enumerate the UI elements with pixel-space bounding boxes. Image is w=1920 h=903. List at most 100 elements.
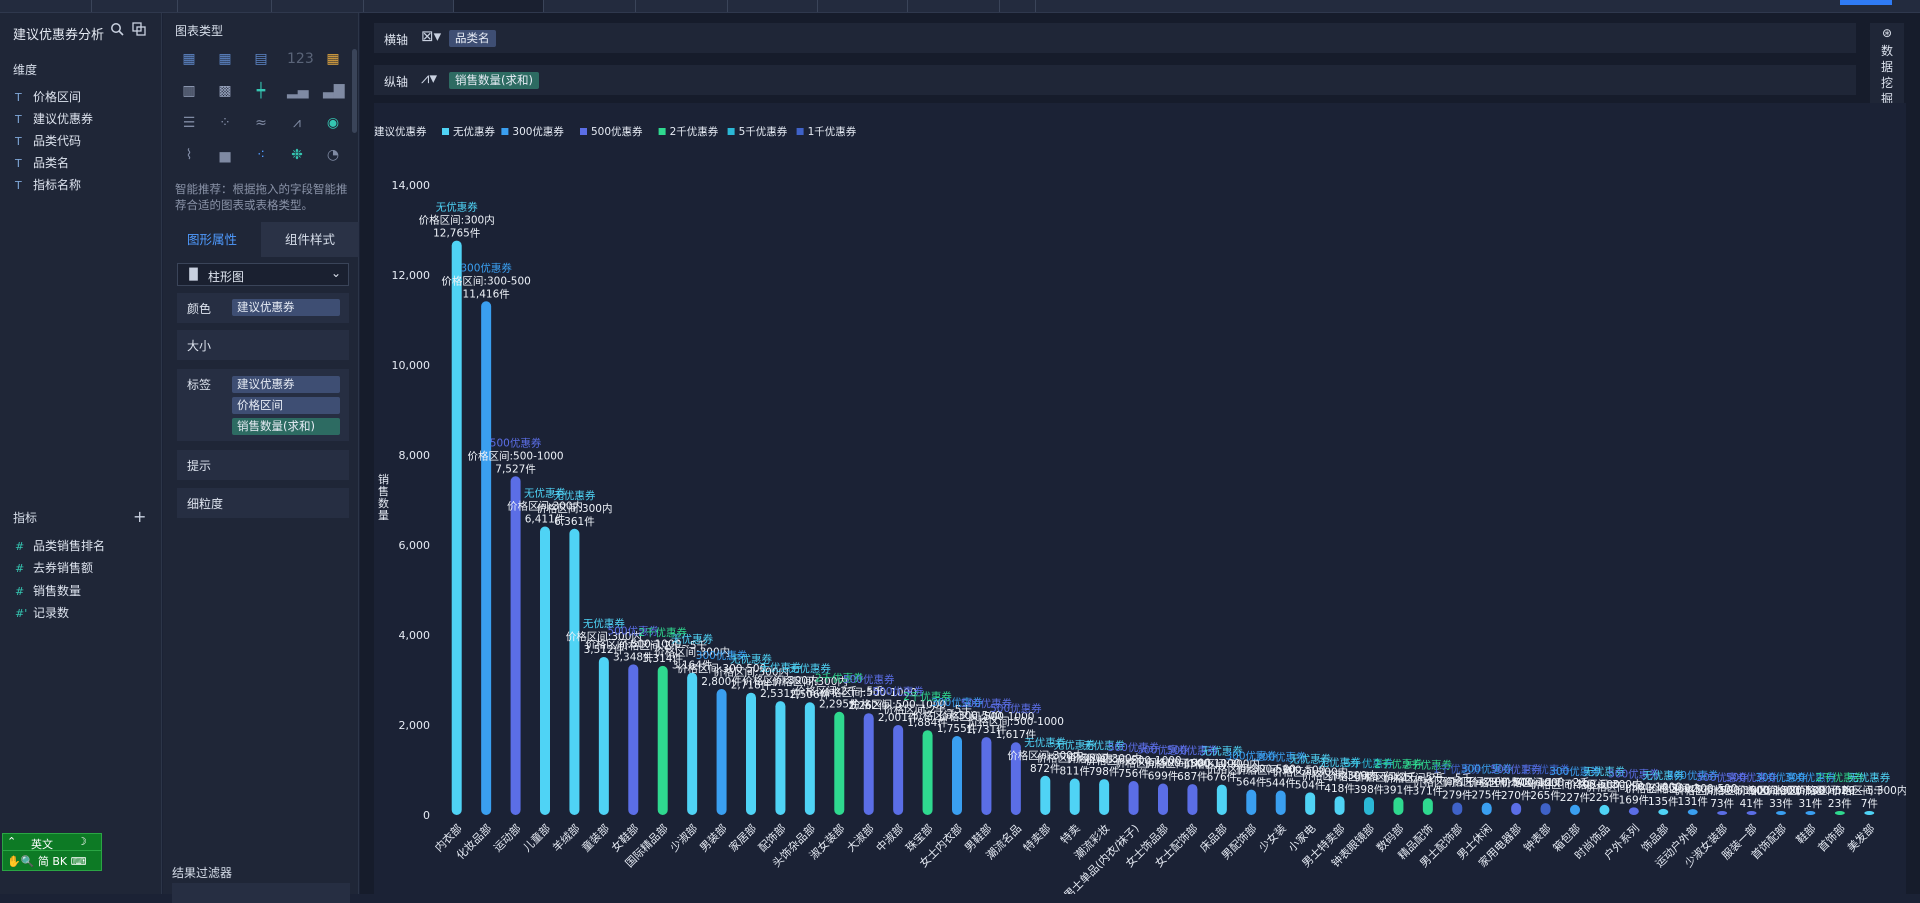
label-field-pill[interactable]: 价格区间 (232, 397, 340, 414)
label-property[interactable]: 标签 建议优惠券 价格区间 销售数量(求和) (177, 369, 349, 441)
bar (1864, 811, 1875, 815)
bubble-chart-icon[interactable]: ❉ (291, 147, 303, 163)
bubble-scatter-icon[interactable]: ⁖ (256, 147, 266, 163)
top-tab-active[interactable] (454, 0, 544, 12)
scatter-chart-icon[interactable]: ⁘ (219, 115, 231, 131)
treemap-icon[interactable]: ▩ (218, 83, 232, 99)
area-chart-icon[interactable]: ⩘ (293, 115, 301, 131)
crosstab-chart-icon[interactable]: ▦ (218, 51, 232, 67)
bar (1246, 789, 1257, 815)
text-type-icon: T (15, 135, 22, 148)
data-mining-button[interactable]: ⊛ 数据挖掘 (1870, 23, 1904, 108)
heat-table-icon[interactable]: ▦ (326, 51, 340, 67)
label-field-pill[interactable]: 销售数量(求和) (232, 418, 340, 435)
bar-label-coupon: 无优惠券 (1642, 769, 1684, 782)
bar (922, 730, 933, 815)
bar-label-price: 价格区间:300-500 (441, 274, 530, 287)
bar-label-coupon: 300优惠券 (460, 261, 512, 274)
dimension-field[interactable]: T 品类代码 (15, 134, 82, 148)
detail-table-icon[interactable]: ▤ (254, 51, 268, 67)
bar (1776, 811, 1786, 815)
bar-label-price: 价格区间:500-1000 (1468, 776, 1564, 789)
result-filter-dropzone[interactable] (172, 883, 350, 903)
bar-chart-icon: ▐▌ (185, 268, 202, 281)
bar-label-value: 135件 (1648, 796, 1679, 808)
ime-toolbar[interactable]: ⌃ 英文 ☽ ✋🔍 简 BK ⌨ (2, 833, 102, 871)
dimension-field[interactable]: T 指标名称 (15, 178, 82, 192)
x-tick-label: 男装部 (696, 821, 729, 854)
save-button[interactable] (1840, 0, 1892, 5)
top-tab[interactable] (908, 0, 1000, 12)
tab-graph-properties[interactable]: 图形属性 (163, 222, 261, 257)
dataset-title[interactable]: 建议优惠券分析 (13, 28, 105, 43)
tab-component-style[interactable]: 组件样式 (261, 222, 359, 257)
bar-label-value: 3,348件 (613, 651, 654, 663)
bar-label-coupon: 无优惠券 (671, 633, 713, 646)
pie-chart-icon[interactable]: ◔ (326, 147, 340, 163)
dimension-field[interactable]: T 建议优惠券 (15, 112, 94, 126)
bar-label-coupon: 无优惠券 (789, 662, 831, 675)
ime-tools[interactable]: ✋🔍 简 BK ⌨ (7, 855, 87, 868)
measure-field[interactable]: # 销售数量 (15, 584, 82, 598)
granularity-property[interactable]: 细粒度 (177, 488, 349, 518)
line-chart-icon[interactable]: ≈ (255, 115, 267, 131)
label-field-pill[interactable]: 建议优惠券 (232, 376, 340, 393)
top-tab[interactable] (92, 0, 178, 12)
horizontal-bar-icon[interactable]: ☰ (182, 115, 196, 131)
table-chart-icon[interactable]: ▦ (182, 51, 196, 67)
bar-label-coupon: 无优惠券 (583, 617, 625, 630)
top-tab[interactable] (178, 0, 272, 12)
top-tab[interactable] (636, 0, 728, 12)
top-tab[interactable] (272, 0, 364, 12)
search-icon[interactable] (109, 22, 125, 38)
bar-chart-icon[interactable]: ▃▇ (323, 83, 345, 99)
moon-icon[interactable]: ☽ (77, 835, 87, 848)
axis-type-icon[interactable]: ⊠▾ (421, 27, 442, 45)
chart-types-scrollbar[interactable] (352, 49, 357, 133)
top-tab[interactable] (364, 0, 454, 12)
bar-label-value: 41件 (1740, 798, 1764, 810)
bar-label-price: 价格区间:300-500 (677, 662, 766, 675)
top-tab[interactable] (728, 0, 818, 12)
kpi-chart-icon[interactable]: 123 (287, 51, 314, 67)
bar-label-value: 3,164件 (672, 660, 713, 672)
column-chart-icon[interactable]: ▂▄ (287, 83, 309, 99)
y-axis-field-pill[interactable]: 销售数量(求和) (449, 72, 539, 89)
top-tab[interactable] (1000, 0, 1036, 12)
add-measure-icon[interactable]: + (133, 507, 147, 526)
x-tick-label: 大淑部 (844, 821, 877, 854)
y-axis-shelf[interactable]: 纵轴 ⩘▾ 销售数量(求和) (374, 65, 1856, 95)
bar-label-coupon: 2千优惠券 (1816, 771, 1865, 784)
top-tab[interactable] (818, 0, 908, 12)
bar-label-price: 价格区间:500-1000 (938, 710, 1034, 723)
ime-expand-icon[interactable]: ⌃ (7, 835, 17, 848)
calendar-chart-icon[interactable]: ▥ (182, 83, 196, 99)
histogram-icon[interactable]: ▅ (219, 147, 231, 163)
matrix-chart-icon[interactable]: ┿ (256, 83, 266, 99)
size-property[interactable]: 大小 (177, 330, 349, 360)
chart-type-select[interactable]: ▐▌ 柱形图 ⌄ (177, 263, 349, 286)
radar-chart-icon[interactable]: ◉ (326, 115, 340, 131)
trend-chart-icon[interactable]: ⌇ (185, 147, 193, 163)
bar-label-price: 价格区间:300-500 (1207, 763, 1296, 776)
bar-label-value: 279件 (1442, 789, 1473, 801)
x-tick-label: 首饰部 (1815, 821, 1848, 854)
bar-label-value: 2,262件 (848, 700, 889, 712)
color-property[interactable]: 颜色 建议优惠券 (177, 293, 349, 323)
x-axis-field-pill[interactable]: 品类名 (449, 30, 496, 47)
legend-item: 1千优惠券 (808, 125, 857, 138)
top-tab[interactable] (0, 0, 92, 12)
copy-icon[interactable] (131, 22, 147, 38)
text-type-icon: T (15, 157, 22, 170)
top-tab[interactable] (544, 0, 636, 12)
measure-field[interactable]: # 去券销售额 (15, 561, 94, 575)
measure-field[interactable]: # 品类销售排名 (15, 539, 106, 553)
dimension-field[interactable]: T 价格区间 (15, 90, 82, 104)
measure-field[interactable]: #' 记录数 (15, 606, 70, 620)
ime-mode-label[interactable]: 英文 (31, 838, 53, 851)
color-field-pill[interactable]: 建议优惠券 (232, 299, 340, 316)
tooltip-property[interactable]: 提示 (177, 450, 349, 480)
axis-type-icon[interactable]: ⩘▾ (421, 69, 437, 87)
x-axis-shelf[interactable]: 横轴 ⊠▾ 品类名 (374, 23, 1856, 53)
dimension-field[interactable]: T 品类名 (15, 156, 70, 170)
